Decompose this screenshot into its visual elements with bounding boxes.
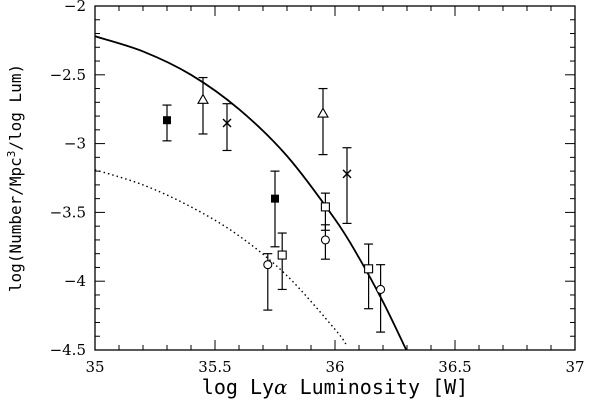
x-tick-labels: 35 35.5 36 36.5 37 bbox=[85, 358, 584, 376]
data-point-open-square bbox=[320, 192, 330, 231]
x-tick-label: 37 bbox=[565, 358, 584, 376]
x-axis-label-part-1: log Ly bbox=[202, 375, 274, 399]
model-curves bbox=[95, 35, 408, 350]
data-point-open-circle bbox=[320, 224, 330, 260]
y-tick-label: −3 bbox=[64, 135, 86, 153]
data-point-filled-square bbox=[162, 104, 172, 142]
marker-filled-square bbox=[271, 194, 279, 203]
marker-open-square bbox=[364, 264, 374, 274]
y-tick-label: −4 bbox=[64, 272, 86, 290]
marker-open-square bbox=[277, 250, 287, 260]
y-axis-label-part-2: /log Lum) bbox=[6, 64, 25, 151]
marker-cross-b bbox=[342, 169, 352, 179]
marker-triangle bbox=[317, 107, 329, 118]
x-tick-label: 36.5 bbox=[438, 358, 471, 376]
marker-triangle bbox=[197, 93, 209, 104]
data-point-open-circle bbox=[263, 253, 273, 311]
x-axis-label-part-2: Luminosity [W] bbox=[288, 375, 469, 399]
x-tick-label: 35.5 bbox=[198, 358, 231, 376]
dotted-model-curve bbox=[95, 169, 348, 347]
plot-frame bbox=[94, 5, 576, 351]
data-point-triangle bbox=[317, 87, 329, 156]
marker-open-circle bbox=[376, 284, 386, 295]
data-point-filled-square bbox=[270, 170, 280, 248]
marker-filled-square bbox=[163, 116, 171, 125]
marker-open-circle bbox=[263, 260, 273, 270]
x-tick-label: 36 bbox=[325, 358, 344, 376]
data-points bbox=[162, 76, 386, 333]
y-tick-label: −2.5 bbox=[50, 66, 86, 84]
y-tick-labels: −4.5 −4 −3.5 −3 −2.5 −2 bbox=[50, 0, 86, 359]
x-tick-label: 35 bbox=[85, 358, 104, 376]
x-axis-label-alpha: α bbox=[274, 375, 288, 399]
data-point-cross bbox=[342, 147, 352, 225]
solid-model-curve bbox=[95, 35, 408, 350]
y-tick-label: −2 bbox=[64, 0, 86, 15]
data-point-triangle bbox=[197, 76, 209, 135]
data-point-open-square bbox=[277, 232, 287, 291]
y-axis-label: log(Number/Mpc3/log Lum) bbox=[5, 64, 25, 292]
marker-open-circle bbox=[320, 235, 330, 245]
data-point-open-square bbox=[364, 243, 374, 310]
y-tick-label: −3.5 bbox=[50, 203, 86, 221]
marker-cross-b bbox=[222, 118, 232, 128]
data-point-cross bbox=[222, 103, 232, 152]
y-axis-label-part-1: log(Number/Mpc bbox=[6, 157, 25, 292]
y-tick-label: −4.5 bbox=[50, 341, 86, 359]
data-point-open-circle bbox=[376, 264, 386, 333]
marker-open-square bbox=[320, 202, 330, 212]
y-axis-label-superscript: 3 bbox=[5, 151, 18, 158]
axis-ticks bbox=[94, 5, 576, 351]
x-axis-label: log Lyα Luminosity [W] bbox=[202, 375, 468, 399]
